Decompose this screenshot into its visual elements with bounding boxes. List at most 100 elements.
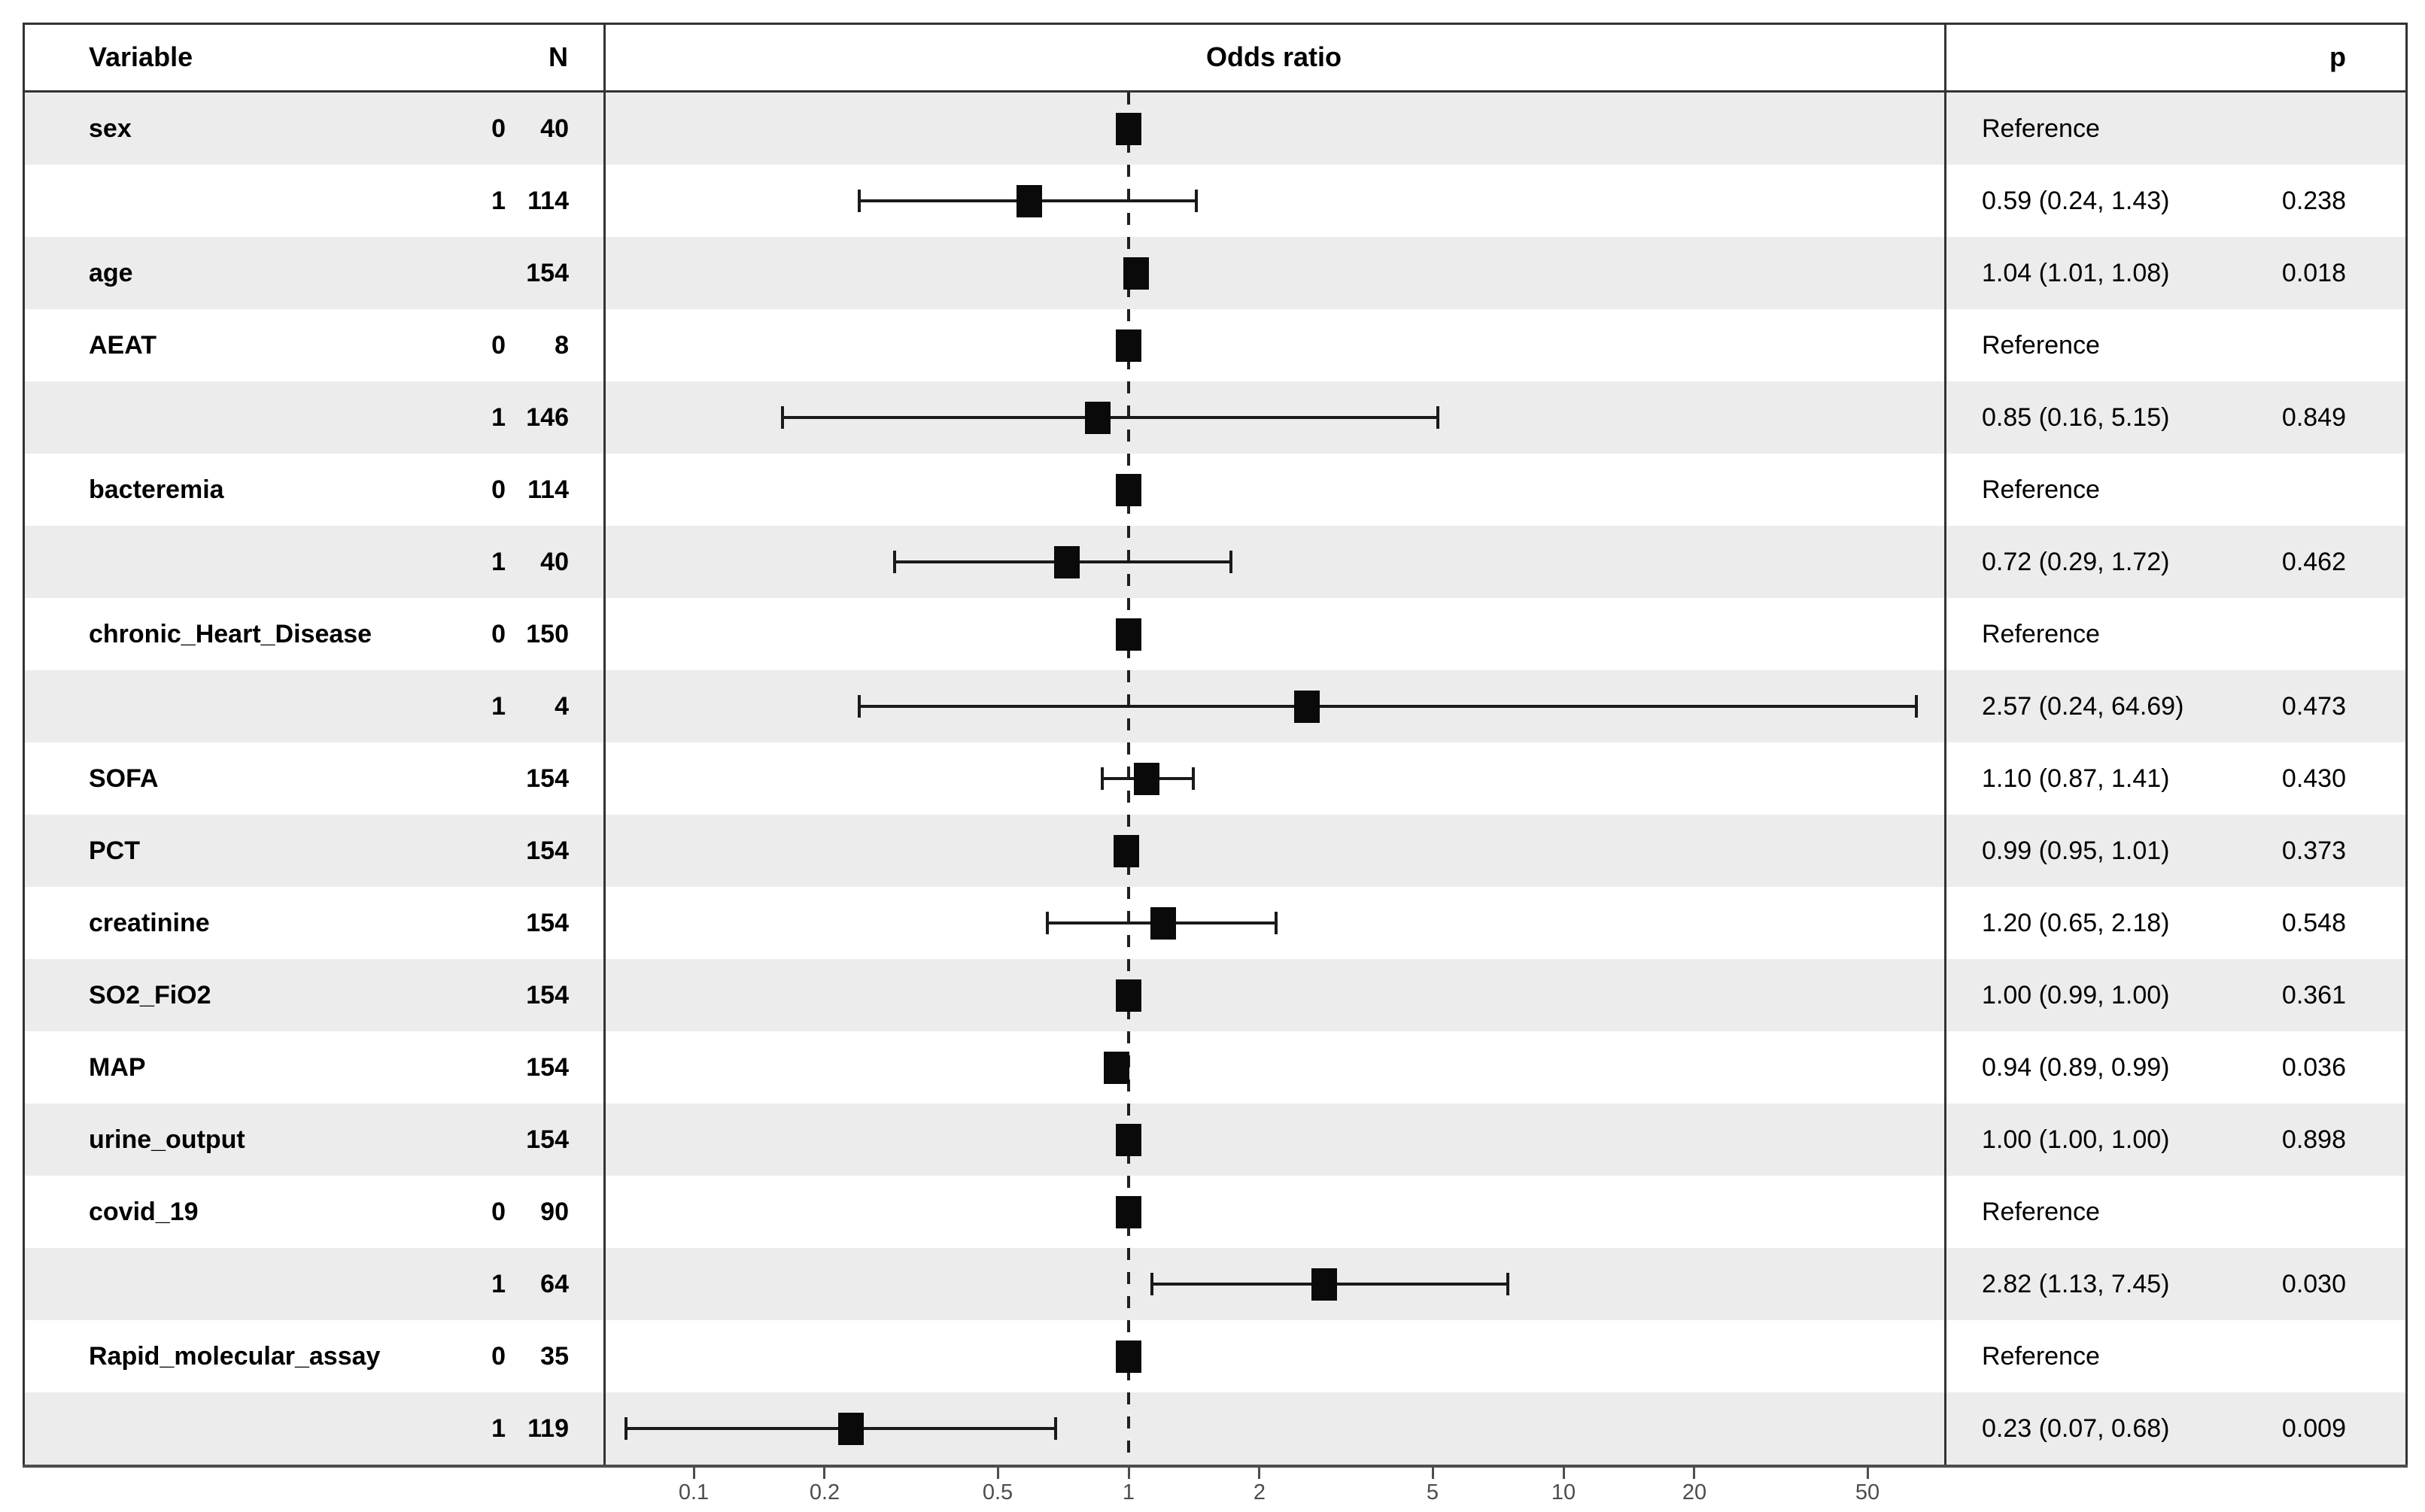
or-square	[1016, 184, 1042, 217]
x-axis-line	[23, 1465, 2408, 1468]
estimate-value: Reference	[1982, 620, 2100, 648]
axis-tick-label: 0.1	[678, 1480, 710, 1504]
ci-cap-right	[1436, 406, 1440, 429]
level-value: 0	[491, 1198, 506, 1226]
level-value: 0	[491, 475, 506, 504]
row-stripe	[25, 815, 2405, 887]
variable-label: PCT	[89, 836, 140, 865]
row-stripe	[25, 1104, 2405, 1176]
n-value: 40	[540, 548, 569, 576]
or-square	[1053, 545, 1080, 578]
or-square	[1293, 690, 1320, 723]
p-value: 0.361	[2281, 981, 2346, 1010]
n-value: 114	[527, 475, 569, 504]
n-value: 4	[555, 692, 569, 721]
level-value: 1	[491, 187, 506, 215]
row-stripe	[25, 237, 2405, 309]
table-frame	[23, 23, 2408, 1465]
or-square	[1104, 1051, 1130, 1084]
axis-tick	[823, 1468, 826, 1479]
header-odds-ratio: Odds ratio	[1205, 41, 1342, 72]
estimate-value: Reference	[1982, 114, 2100, 143]
axis-tick-label: 0.2	[809, 1480, 840, 1504]
ci-cap-left	[857, 190, 861, 212]
ci-cap-left	[1101, 767, 1105, 790]
axis-tick-label: 1	[1122, 1480, 1135, 1504]
p-value: 0.030	[2281, 1270, 2346, 1298]
p-value: 0.009	[2281, 1414, 2346, 1443]
level-value: 1	[491, 548, 506, 576]
n-value: 154	[526, 909, 569, 937]
n-value: 154	[526, 836, 569, 865]
axis-tick	[1866, 1468, 1869, 1479]
column-divider-right	[1944, 23, 1946, 1465]
header-p: p	[2329, 41, 2346, 72]
n-value: 119	[527, 1414, 569, 1443]
variable-label: age	[89, 259, 133, 287]
variable-label: SOFA	[89, 764, 159, 793]
ci-cap-left	[857, 695, 861, 718]
variable-label: covid_19	[89, 1198, 199, 1226]
estimate-value: 0.59 (0.24, 1.43)	[1982, 187, 2170, 215]
n-value: 150	[526, 620, 569, 648]
axis-tick-label: 10	[1551, 1480, 1576, 1504]
p-value: 0.473	[2281, 692, 2346, 721]
axis-tick	[1258, 1468, 1261, 1479]
column-divider-left	[603, 23, 606, 1465]
level-value: 0	[491, 331, 506, 360]
axis-tick-label: 0.5	[982, 1480, 1013, 1504]
variable-label: urine_output	[89, 1125, 245, 1154]
variable-label: chronic_Heart_Disease	[89, 620, 372, 648]
level-value: 1	[491, 1414, 506, 1443]
ci-cap-left	[624, 1417, 628, 1440]
axis-tick-label: 5	[1426, 1480, 1439, 1504]
ci-line	[858, 705, 1916, 708]
n-value: 154	[526, 764, 569, 793]
ci-cap-right	[1274, 912, 1278, 934]
row-stripe	[25, 93, 2405, 165]
estimate-value: 2.82 (1.13, 7.45)	[1982, 1270, 2170, 1298]
variable-label: creatinine	[89, 909, 210, 937]
axis-tick-label: 50	[1855, 1480, 1880, 1504]
n-value: 8	[555, 331, 569, 360]
or-square	[1116, 112, 1141, 145]
p-value: 0.430	[2281, 764, 2346, 793]
axis-tick-label: 20	[1682, 1480, 1707, 1504]
axis-tick	[1127, 1468, 1130, 1479]
or-square	[1123, 257, 1149, 290]
header-underline	[23, 90, 2408, 93]
variable-label: sex	[89, 114, 132, 143]
variable-label: MAP	[89, 1053, 146, 1082]
estimate-value: Reference	[1982, 475, 2100, 504]
axis-tick	[1693, 1468, 1696, 1479]
estimate-value: 1.00 (0.99, 1.00)	[1982, 981, 2170, 1010]
or-square	[1116, 329, 1141, 362]
p-value: 0.018	[2281, 259, 2346, 287]
axis-tick	[1431, 1468, 1434, 1479]
n-value: 154	[526, 1053, 569, 1082]
header-variable: Variable	[89, 41, 193, 72]
n-value: 114	[527, 187, 569, 215]
or-square	[1116, 1340, 1141, 1373]
estimate-value: 0.94 (0.89, 0.99)	[1982, 1053, 2170, 1082]
or-square	[1311, 1268, 1338, 1301]
p-value: 0.548	[2281, 909, 2346, 937]
n-value: 35	[540, 1342, 569, 1371]
estimate-value: 0.72 (0.29, 1.72)	[1982, 548, 2170, 576]
header-n: N	[549, 41, 568, 72]
p-value: 0.462	[2281, 548, 2346, 576]
or-square	[1116, 1123, 1141, 1156]
estimate-value: Reference	[1982, 331, 2100, 360]
axis-tick-label: 2	[1253, 1480, 1266, 1504]
estimate-value: 0.99 (0.95, 1.01)	[1982, 836, 2170, 865]
p-value: 0.898	[2281, 1125, 2346, 1154]
row-stripe	[25, 1392, 2405, 1465]
or-square	[1114, 834, 1140, 867]
ci-cap-right	[1194, 190, 1198, 212]
n-value: 40	[540, 114, 569, 143]
level-value: 0	[491, 620, 506, 648]
level-value: 1	[491, 1270, 506, 1298]
estimate-value: 1.00 (1.00, 1.00)	[1982, 1125, 2170, 1154]
ci-cap-right	[1506, 1273, 1510, 1295]
